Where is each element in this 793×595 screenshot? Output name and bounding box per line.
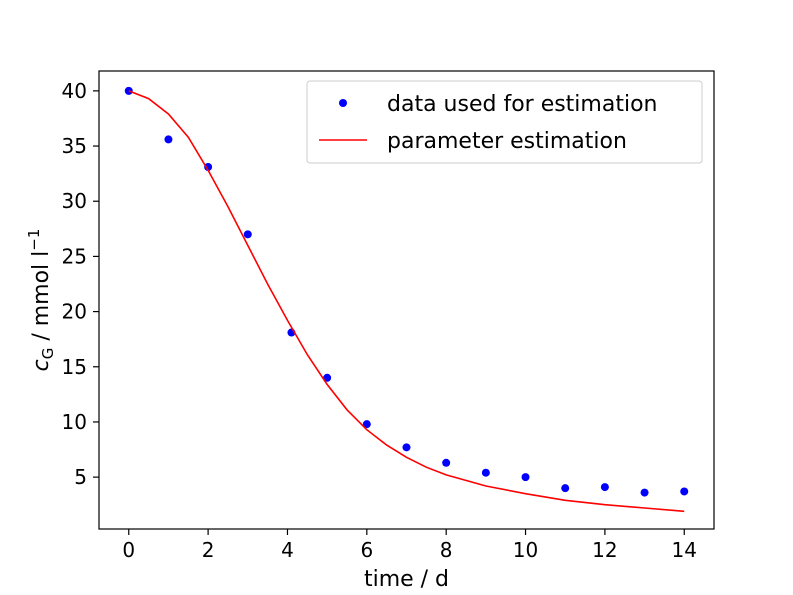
x-tick-label: 12: [592, 538, 617, 562]
y-tick-label: 10: [62, 410, 87, 434]
x-tick-label: 6: [360, 538, 373, 562]
y-axis-label-subscript: G: [39, 348, 57, 360]
y-tick-label: 20: [62, 300, 87, 324]
x-tick-label: 0: [122, 538, 135, 562]
data-point: [362, 420, 371, 429]
data-point: [680, 487, 689, 496]
x-tick-label: 14: [672, 538, 697, 562]
data-point: [204, 163, 213, 172]
legend-label-data: data used for estimation: [387, 92, 657, 117]
series-line-parameter-estimation: [128, 90, 685, 513]
data-point: [124, 86, 133, 95]
data-point: [402, 443, 411, 452]
x-tick-label: 2: [202, 538, 215, 562]
y-tick-label: 35: [62, 134, 87, 158]
y-tick-label: 25: [62, 244, 87, 268]
data-point: [600, 483, 609, 492]
y-tick-label: 40: [62, 79, 87, 103]
legend-box: [306, 80, 703, 164]
data-point: [561, 484, 570, 493]
legend-marker-scatter: [339, 99, 347, 107]
data-point: [323, 373, 332, 382]
data-point: [640, 488, 649, 497]
y-tick-label: 30: [62, 189, 87, 213]
data-point: [243, 230, 252, 239]
x-tick-label: 4: [281, 538, 294, 562]
legend-label-estimation: parameter estimation: [387, 129, 627, 154]
legend: data used for estimation parameter estim…: [306, 80, 703, 164]
x-ticks: 0 2 4 6 8 10 12 14: [122, 529, 697, 562]
y-axis-label-main: c: [29, 359, 54, 371]
y-axis-label-superscript: −1: [25, 229, 43, 251]
y-axis-label-rest: / mmol l: [29, 251, 54, 348]
data-point: [442, 458, 451, 467]
x-tick-label: 10: [513, 538, 538, 562]
plot-layer: [124, 86, 689, 513]
plot-frame: [98, 70, 715, 530]
data-point: [481, 468, 490, 477]
y-ticks: 5 10 15 20 25 30 35 40: [62, 79, 99, 489]
x-axis-label: time / d: [364, 567, 449, 592]
x-tick-label: 8: [440, 538, 453, 562]
y-tick-label: 15: [62, 355, 87, 379]
y-axis-label: cG / mmol l−1: [25, 229, 57, 372]
y-tick-label: 5: [74, 465, 87, 489]
data-point: [164, 135, 173, 144]
data-point: [521, 473, 530, 482]
